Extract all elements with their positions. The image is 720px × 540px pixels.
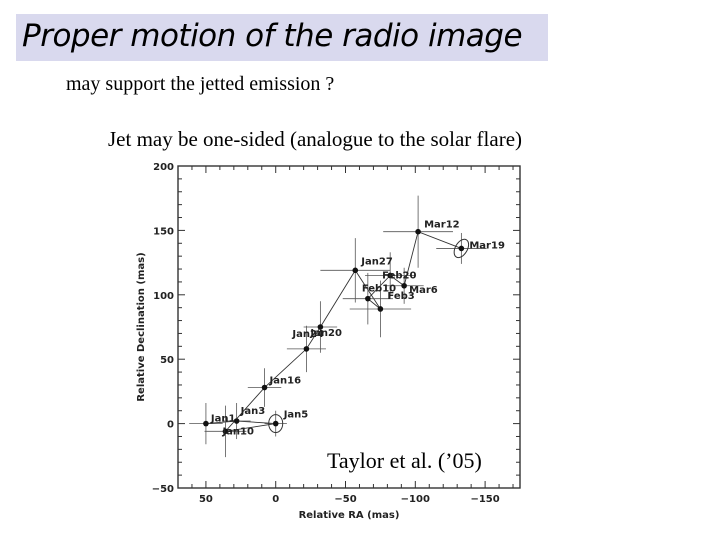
x-tick-label: 50 bbox=[199, 494, 213, 505]
epoch-label: Jan27 bbox=[360, 256, 393, 267]
epoch-label: Mar19 bbox=[469, 240, 505, 251]
data-point bbox=[303, 346, 310, 352]
motion-track-line bbox=[205, 231, 462, 432]
title-background bbox=[16, 14, 548, 61]
proper-motion-chart: 50 0 −50 −100 −150 −50 0 50 100 150 200 Relative RA… bbox=[136, 162, 521, 520]
data-point bbox=[261, 384, 268, 391]
epoch-label: Mar12 bbox=[424, 220, 460, 231]
beam-ellipse bbox=[453, 238, 470, 259]
citation: Taylor et al. (’05) bbox=[327, 448, 482, 473]
epoch-label: Feb10 bbox=[362, 284, 396, 295]
y-tick-label: 150 bbox=[153, 226, 174, 237]
subtitle-line-1: may support the jetted emission ? bbox=[66, 73, 335, 95]
data-point bbox=[233, 418, 240, 424]
epoch-label: Jan5 bbox=[283, 410, 309, 421]
x-tick-label: −150 bbox=[470, 494, 499, 505]
y-tick-label: −50 bbox=[152, 484, 174, 495]
epoch-label: Jan16 bbox=[269, 376, 302, 387]
y-tick-label: 50 bbox=[160, 355, 174, 366]
x-tick-label: 0 bbox=[272, 494, 279, 505]
epoch-label: Feb3 bbox=[387, 291, 414, 302]
data-point bbox=[377, 306, 384, 312]
beam-ellipse bbox=[268, 414, 284, 434]
epoch-label: Jan3 bbox=[240, 406, 266, 417]
data-point bbox=[387, 272, 393, 279]
slide-title: Proper motion of the radio image bbox=[22, 18, 523, 54]
data-point bbox=[352, 267, 359, 274]
x-tick-label: −100 bbox=[401, 494, 430, 505]
x-axis-label: Relative RA (mas) bbox=[299, 510, 400, 520]
epoch-label: Feb20 bbox=[382, 270, 416, 281]
data-point bbox=[458, 245, 465, 252]
data-point bbox=[365, 295, 371, 302]
y-axis-label: Relative Declination (mas) bbox=[136, 252, 147, 401]
data-point bbox=[401, 282, 407, 289]
epoch-label: Jan1 bbox=[210, 414, 236, 425]
plot-frame bbox=[177, 165, 521, 489]
epoch-label: Jan10 bbox=[221, 426, 254, 437]
data-point bbox=[415, 228, 421, 235]
epoch-label: Jan20 bbox=[309, 328, 342, 339]
subtitle-line-2: Jet may be one-sided (analogue to the so… bbox=[108, 127, 523, 151]
data-point bbox=[203, 420, 209, 427]
x-tick-label: −50 bbox=[334, 494, 356, 505]
epoch-label: Mar6 bbox=[409, 285, 438, 296]
y-tick-label: 100 bbox=[153, 291, 174, 302]
data-point bbox=[222, 428, 229, 435]
epoch-label: Jan24 bbox=[291, 329, 324, 340]
y-tick-label: 0 bbox=[167, 420, 174, 431]
data-point bbox=[272, 420, 279, 427]
y-tick-label: 200 bbox=[153, 162, 174, 173]
data-point bbox=[317, 324, 324, 330]
